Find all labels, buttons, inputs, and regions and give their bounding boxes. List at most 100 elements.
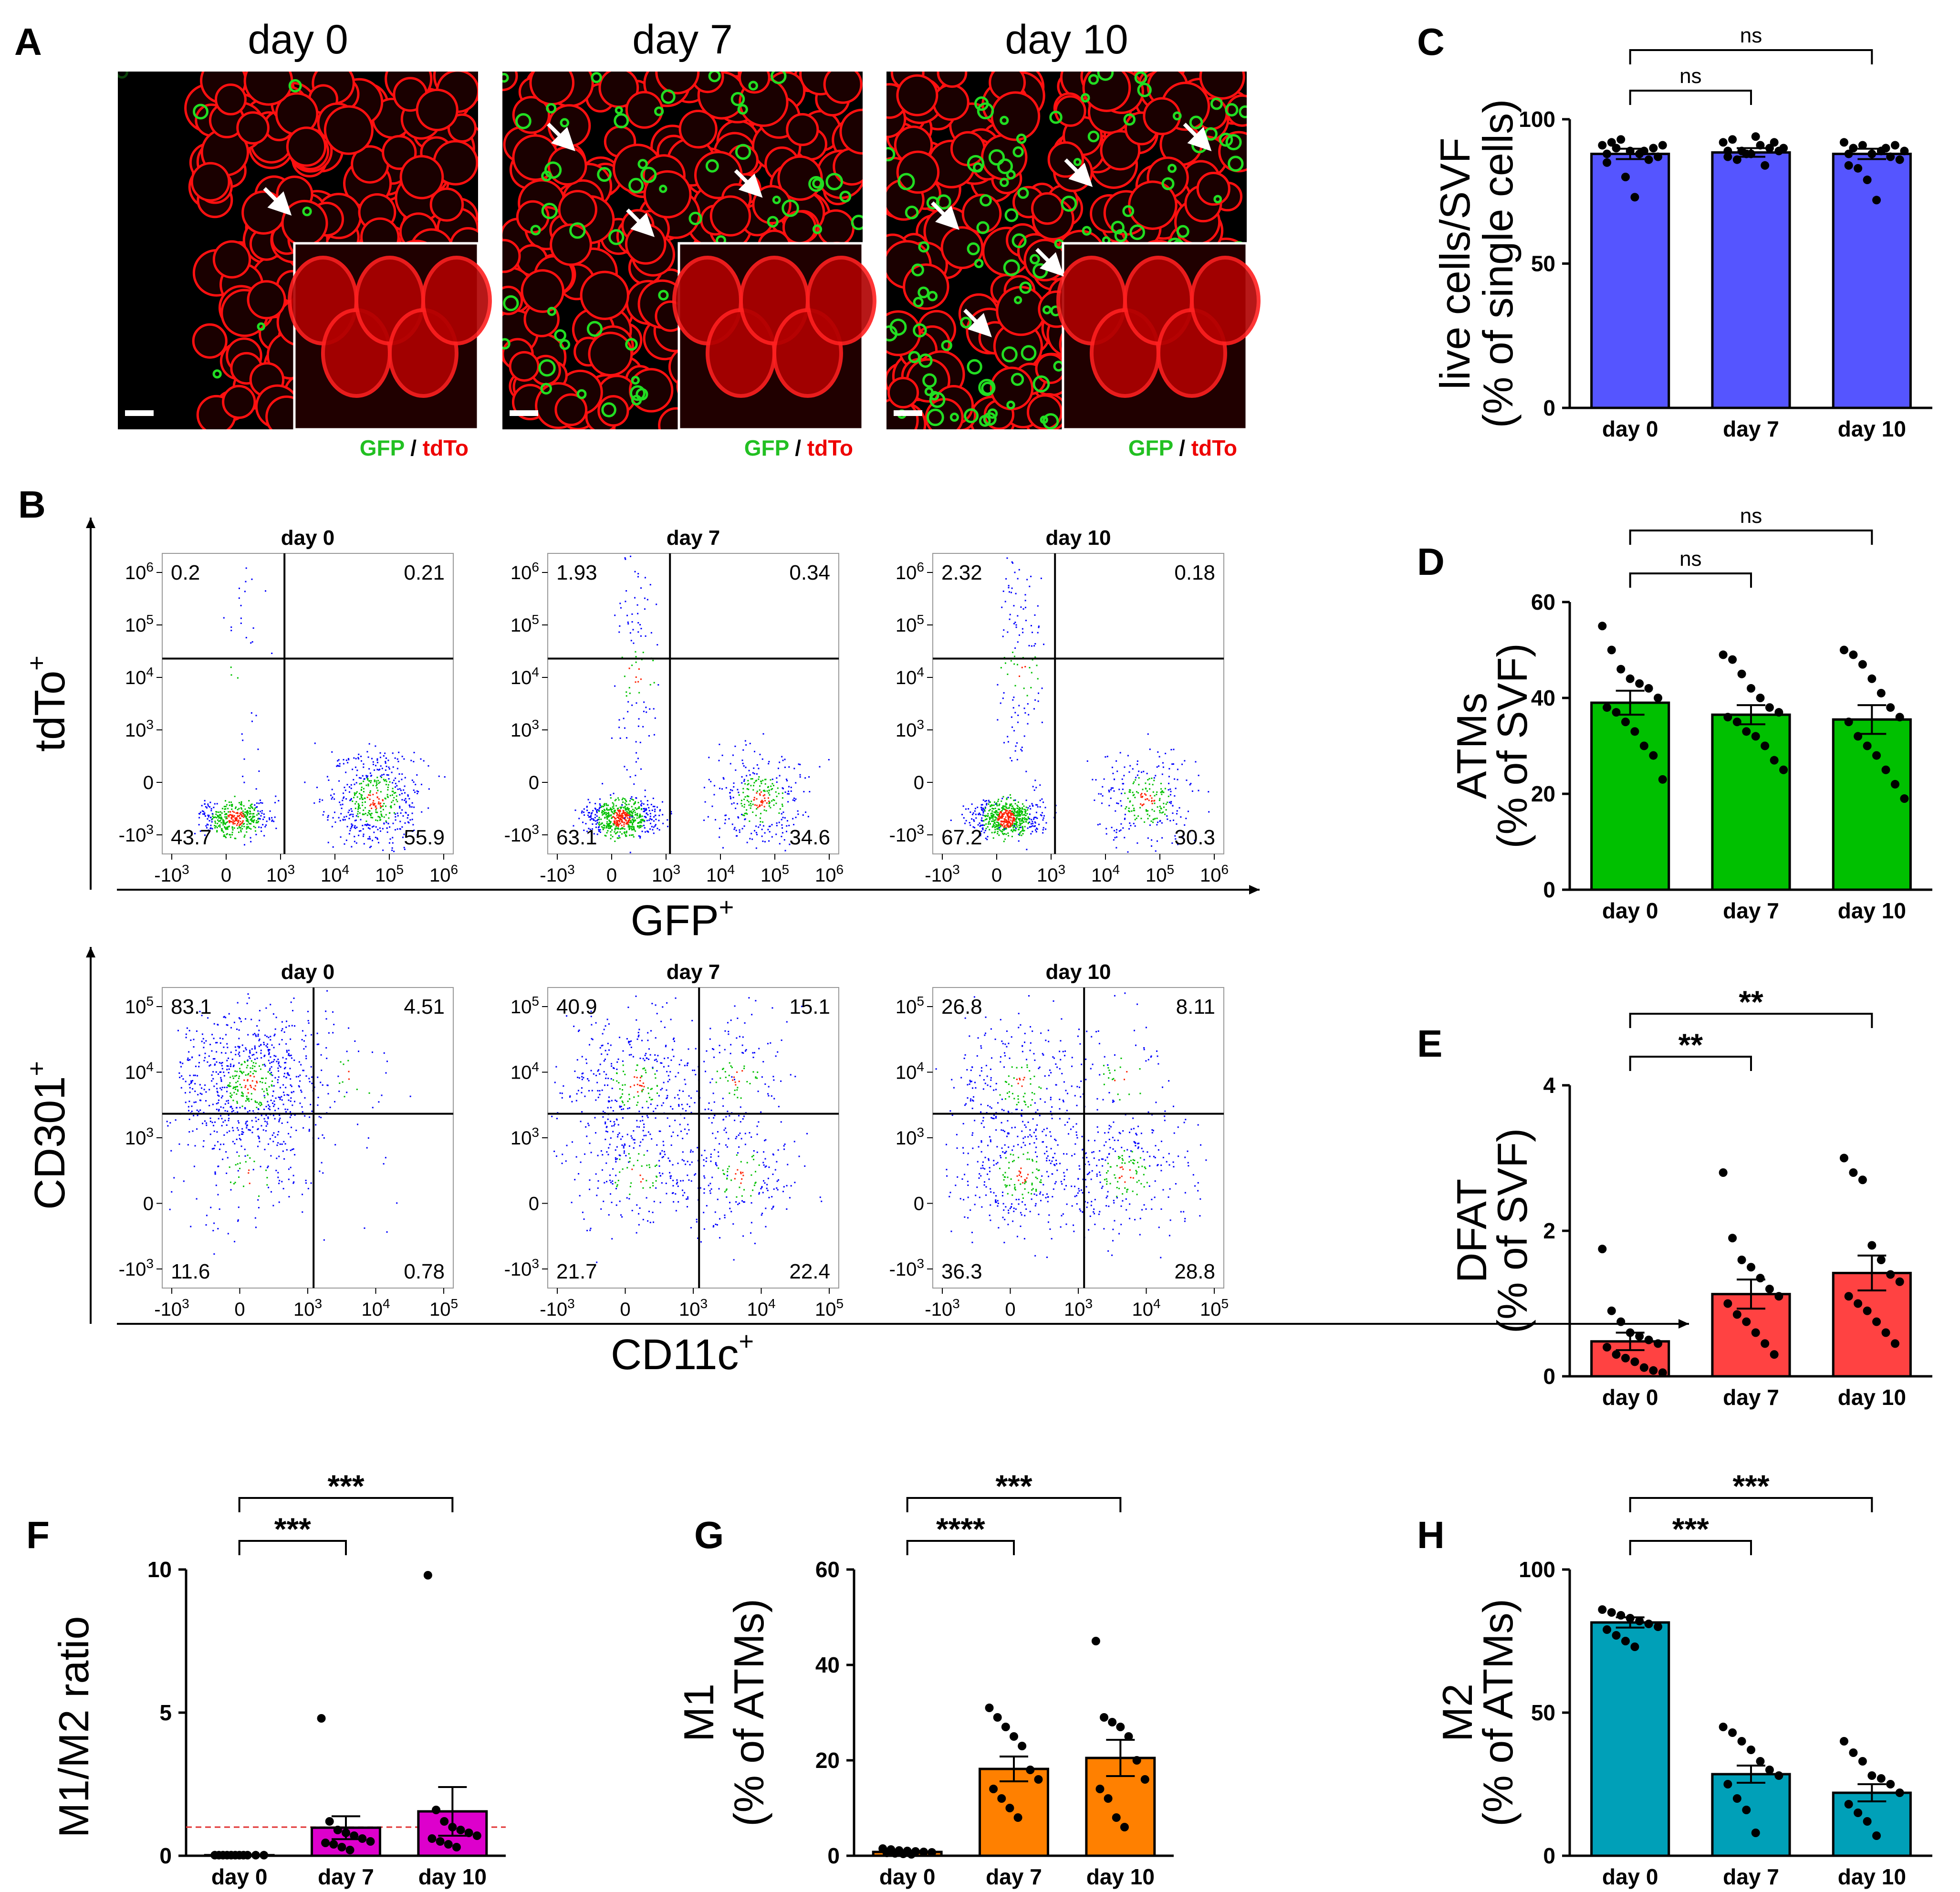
flow-event (766, 802, 768, 804)
adipocyte (823, 72, 863, 104)
flow-event (1022, 814, 1024, 816)
flow-event (1142, 789, 1144, 790)
flow-event (1018, 833, 1020, 835)
flow-event (370, 803, 372, 805)
flow-plot-0-1: day 7-103 0 103 104 105 1061061051041030-1031… (504, 526, 844, 886)
flow-event (274, 1028, 276, 1030)
flow-event (357, 808, 359, 810)
flow-event (644, 821, 646, 822)
gfp-signal (772, 196, 781, 204)
flow-event (216, 1109, 218, 1111)
gfp-signal (886, 147, 896, 162)
flow-event (224, 835, 226, 837)
flow-event (229, 836, 231, 838)
flow-event (596, 810, 598, 812)
flow-event (298, 1076, 300, 1078)
flow-event (225, 1034, 227, 1036)
flow-event (231, 805, 233, 807)
flow-event (229, 821, 230, 823)
flow-event (327, 816, 329, 818)
gfp-signal (302, 207, 312, 217)
gfp-signal (981, 382, 994, 395)
gfp-signal (1219, 133, 1233, 147)
flow-event (339, 820, 341, 821)
gfp-signal (973, 162, 983, 173)
gfp-signal (737, 104, 748, 115)
flow-event (637, 573, 639, 575)
flow-event (258, 1040, 260, 1041)
flow-event (359, 798, 361, 800)
flow-event (658, 814, 660, 816)
flow-event (382, 828, 384, 830)
flow-event (1024, 712, 1026, 714)
flow-event (281, 1181, 283, 1183)
flow-event (383, 816, 385, 818)
flow-event (650, 632, 652, 634)
flow-event (626, 769, 628, 771)
flow-event (287, 1122, 289, 1123)
flow-plot-frame (547, 987, 839, 1289)
flow-event (992, 814, 994, 816)
flow-event (291, 1092, 293, 1093)
flow-event (719, 788, 720, 790)
arrow-icon (1183, 123, 1212, 151)
flow-event (423, 760, 425, 762)
flow-event (1158, 765, 1160, 767)
flow-event (1013, 730, 1015, 732)
flow-event (234, 807, 236, 809)
flow-event (342, 803, 344, 805)
flow-event (1021, 812, 1023, 814)
flow-event (217, 814, 219, 816)
flow-event (998, 827, 1000, 829)
flow-event (1024, 812, 1026, 814)
adipocyte (550, 223, 592, 266)
flow-event (981, 804, 983, 806)
flow-event (962, 805, 964, 807)
flow-event (211, 1034, 213, 1036)
flow-event (246, 823, 248, 825)
flow-event (621, 819, 623, 821)
flow-event (1182, 836, 1184, 838)
flow-event (1102, 795, 1104, 797)
flow-event (776, 822, 778, 824)
flow-event (308, 1129, 310, 1131)
flow-event (1034, 780, 1036, 781)
flow-event (274, 1033, 276, 1035)
flow-event (1128, 807, 1130, 809)
flow-event (237, 1002, 239, 1004)
adipocyte (521, 269, 565, 313)
adipocyte (1226, 94, 1247, 127)
flow-event (1008, 587, 1010, 589)
flow-event (337, 760, 339, 762)
flow-event (338, 765, 340, 767)
flow-event (621, 804, 623, 806)
flow-event (327, 1093, 329, 1095)
flow-event (240, 813, 242, 815)
flow-event (637, 801, 639, 803)
flow-event (1025, 770, 1027, 772)
flow-event (1012, 824, 1014, 826)
flow-event (243, 844, 245, 846)
flow-event (185, 1081, 187, 1082)
gfp-signal (560, 118, 570, 128)
flow-event (1025, 620, 1027, 622)
flow-event (248, 1098, 250, 1100)
flow-event (236, 817, 238, 819)
flow-event (753, 799, 755, 801)
flow-event (218, 817, 220, 819)
flow-event (345, 759, 347, 761)
gfp-signal (980, 194, 992, 207)
flow-event (1011, 814, 1013, 816)
flow-event (244, 811, 246, 813)
flow-event (764, 797, 766, 799)
flow-event (175, 1119, 177, 1121)
adipocyte (655, 72, 700, 94)
arrow-icon (1064, 158, 1093, 187)
flow-event (270, 1004, 271, 1006)
flow-event (1035, 831, 1037, 832)
flow-event (290, 1166, 292, 1168)
flow-event (992, 808, 994, 810)
flow-event (1147, 818, 1149, 820)
flow-event (304, 781, 306, 783)
gfp-signal (591, 72, 602, 83)
